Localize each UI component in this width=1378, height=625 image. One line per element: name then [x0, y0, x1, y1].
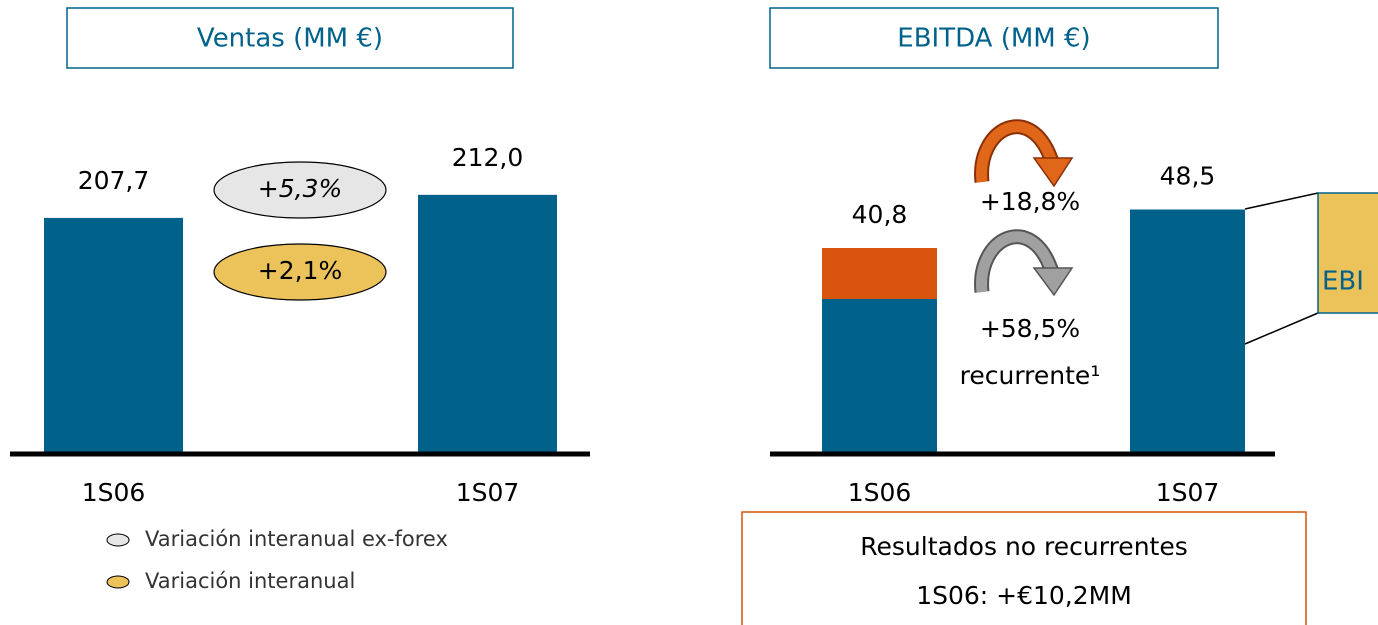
annotation: recurrente¹ — [960, 361, 1101, 390]
legend-label: Variación interanual — [145, 569, 355, 593]
title-box — [769, 7, 1219, 69]
title-box — [66, 7, 514, 69]
legend-label: Variación interanual ex-forex — [145, 527, 448, 551]
annotation: +18,8% — [980, 187, 1080, 216]
bar-segment — [822, 299, 937, 452]
x-tick-label: 1S07 — [1156, 478, 1220, 507]
note-box — [741, 511, 1307, 625]
arrow-head — [1032, 267, 1074, 297]
badge-label: +2,1% — [258, 256, 342, 285]
badge — [213, 161, 387, 219]
arrow — [976, 231, 1058, 293]
callout-line — [1244, 192, 1319, 210]
callout-text: EBI — [1322, 267, 1364, 297]
annotation: +58,5% — [980, 314, 1080, 343]
bar-segment — [1130, 209, 1245, 452]
chart-title: EBITDA (MM €) — [897, 24, 1090, 54]
bar — [418, 194, 557, 452]
chart-title: Ventas (MM €) — [197, 24, 383, 54]
badge-label: +5,3% — [258, 174, 342, 203]
legend-swatch — [106, 533, 130, 547]
value-label: 207,7 — [78, 166, 150, 195]
badge — [213, 243, 387, 301]
value-label: 40,8 — [852, 200, 908, 229]
arrow-head — [1032, 157, 1074, 188]
note-text: 1S06: +€10,2MM — [916, 581, 1132, 610]
value-label: 212,0 — [452, 143, 524, 172]
callout-box — [1317, 192, 1378, 314]
bar-segment — [822, 248, 937, 299]
x-tick-label: 1S06 — [82, 478, 146, 507]
x-tick-label: 1S06 — [848, 478, 912, 507]
value-label: 48,5 — [1160, 162, 1216, 191]
arrow — [976, 121, 1058, 183]
callout-line — [1244, 312, 1319, 345]
note-title: Resultados no recurrentes — [860, 532, 1188, 561]
x-tick-label: 1S07 — [456, 478, 520, 507]
bar — [44, 217, 183, 452]
legend-swatch — [106, 575, 130, 589]
